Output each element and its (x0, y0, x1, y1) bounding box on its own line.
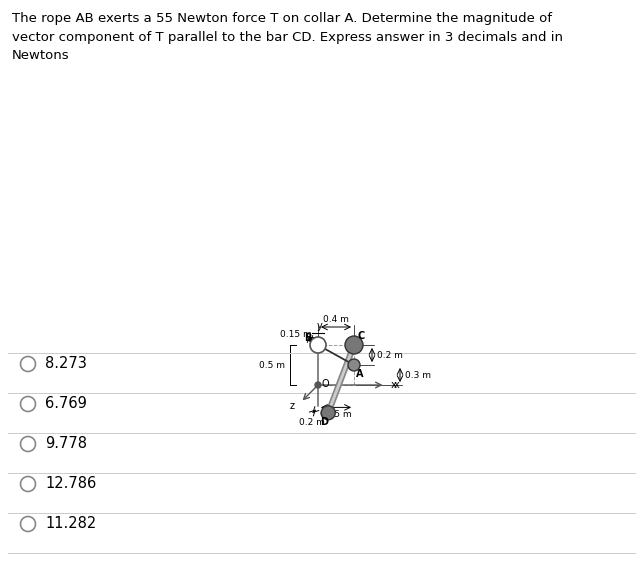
Text: 12.786: 12.786 (45, 477, 96, 491)
Text: 0.3 m: 0.3 m (405, 370, 431, 380)
Circle shape (21, 516, 35, 531)
Text: z: z (290, 401, 295, 410)
Text: A: A (356, 369, 363, 379)
Circle shape (315, 382, 321, 388)
Text: 0.25 m: 0.25 m (320, 410, 352, 420)
Circle shape (348, 359, 360, 371)
Text: 0.2 m: 0.2 m (377, 351, 403, 360)
Text: y: y (317, 321, 323, 331)
Circle shape (21, 356, 35, 372)
Text: D: D (320, 417, 328, 427)
Text: C: C (358, 331, 365, 341)
Text: 0.4 m: 0.4 m (323, 315, 349, 324)
Circle shape (310, 337, 326, 353)
Text: 6.769: 6.769 (45, 397, 87, 412)
Text: 9.778: 9.778 (45, 437, 87, 451)
Text: B: B (304, 333, 311, 343)
Circle shape (21, 397, 35, 412)
Text: 0.2 m: 0.2 m (299, 418, 325, 427)
Circle shape (345, 336, 363, 354)
Text: O: O (322, 379, 330, 389)
Text: x: x (394, 380, 399, 390)
Text: 8.273: 8.273 (45, 356, 87, 372)
Circle shape (21, 437, 35, 451)
Text: x: x (390, 380, 397, 390)
Text: 0.5 m: 0.5 m (259, 360, 285, 369)
Text: 11.282: 11.282 (45, 516, 96, 531)
Text: T: T (310, 337, 318, 348)
Text: 0.15 m: 0.15 m (280, 330, 312, 339)
Text: The rope AB exerts a 55 Newton force T on collar A. Determine the magnitude of
v: The rope AB exerts a 55 Newton force T o… (12, 12, 563, 62)
Circle shape (322, 406, 335, 420)
Circle shape (21, 477, 35, 491)
